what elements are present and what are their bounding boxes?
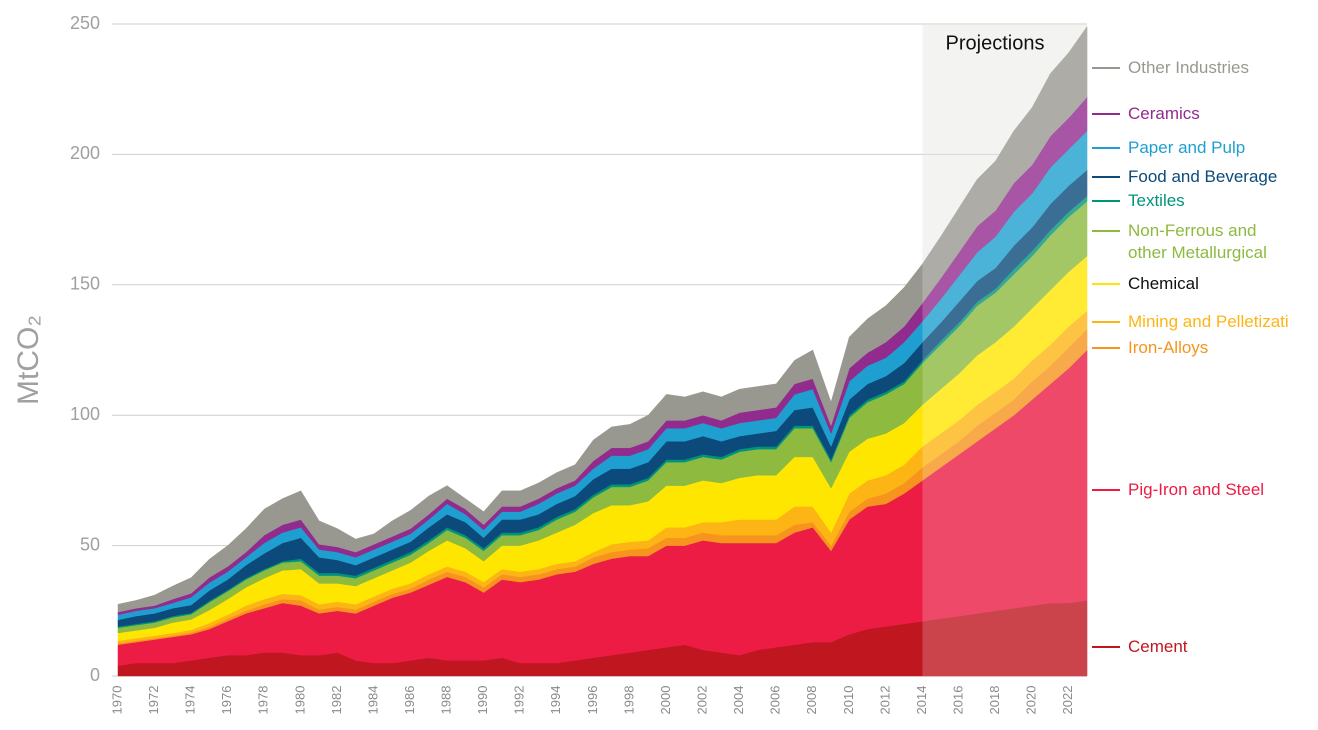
x-tick-label: 1972: [146, 686, 161, 715]
x-tick-label: 2004: [731, 686, 746, 715]
x-tick-label: 1988: [439, 686, 454, 715]
x-tick-label: 1994: [548, 686, 563, 715]
y-tick-label: 0: [90, 665, 100, 685]
legend-label: Cement: [1128, 637, 1188, 656]
y-tick-label: 100: [70, 404, 100, 424]
legend-label: Food and Beverage: [1128, 167, 1278, 186]
x-tick-label: 2014: [914, 686, 929, 715]
x-tick-label: 2022: [1060, 686, 1075, 715]
x-tick-label: 2002: [694, 686, 709, 715]
legend-label: Textiles: [1128, 191, 1185, 210]
y-tick-label: 250: [70, 13, 100, 33]
x-tick-label: 1986: [402, 686, 417, 715]
legend-label: Mining and Pelletizati: [1128, 312, 1289, 331]
x-tick-label: 2018: [987, 686, 1002, 715]
x-tick-label: 1974: [183, 686, 198, 715]
x-tick-label: 2006: [768, 686, 783, 715]
x-tick-label: 2012: [877, 686, 892, 715]
x-tick-label: 2016: [950, 686, 965, 715]
legend-label: Iron-Alloys: [1128, 338, 1209, 357]
x-tick-label: 2020: [1024, 686, 1039, 715]
x-tick-label: 2010: [841, 686, 856, 715]
legend-label: Pig-Iron and Steel: [1128, 480, 1265, 499]
legend-label: Ceramics: [1128, 104, 1200, 123]
x-tick-label: 1980: [292, 686, 307, 715]
y-tick-label: 50: [80, 534, 100, 554]
x-tick-label: 1998: [621, 686, 636, 715]
x-tick-label: 2000: [658, 686, 673, 715]
legend-label: Other Industries: [1128, 58, 1249, 77]
y-tick-label: 200: [70, 143, 100, 163]
x-tick-label: 1990: [475, 686, 490, 715]
x-tick-label: 1992: [512, 686, 527, 715]
y-tick-label: 150: [70, 274, 100, 294]
legend-label: Non-Ferrous and other Metallurgical: [1128, 221, 1267, 262]
x-tick-label: 1984: [365, 686, 380, 715]
legend-label: Paper and Pulp: [1128, 138, 1246, 157]
x-tick-label: 1996: [585, 686, 600, 715]
area: [117, 25, 1088, 613]
projection-overlay: [922, 24, 1087, 676]
y-axis-label: MtCO₂: [12, 315, 45, 405]
x-tick-label: 1982: [329, 686, 344, 715]
annotation: Projections: [946, 32, 1045, 54]
legend-label: Chemical: [1128, 274, 1199, 293]
x-tick-label: 1970: [109, 686, 124, 715]
x-tick-label: 1976: [219, 686, 234, 715]
x-tick-label: 2008: [804, 686, 819, 715]
x-tick-label: 1978: [256, 686, 271, 715]
